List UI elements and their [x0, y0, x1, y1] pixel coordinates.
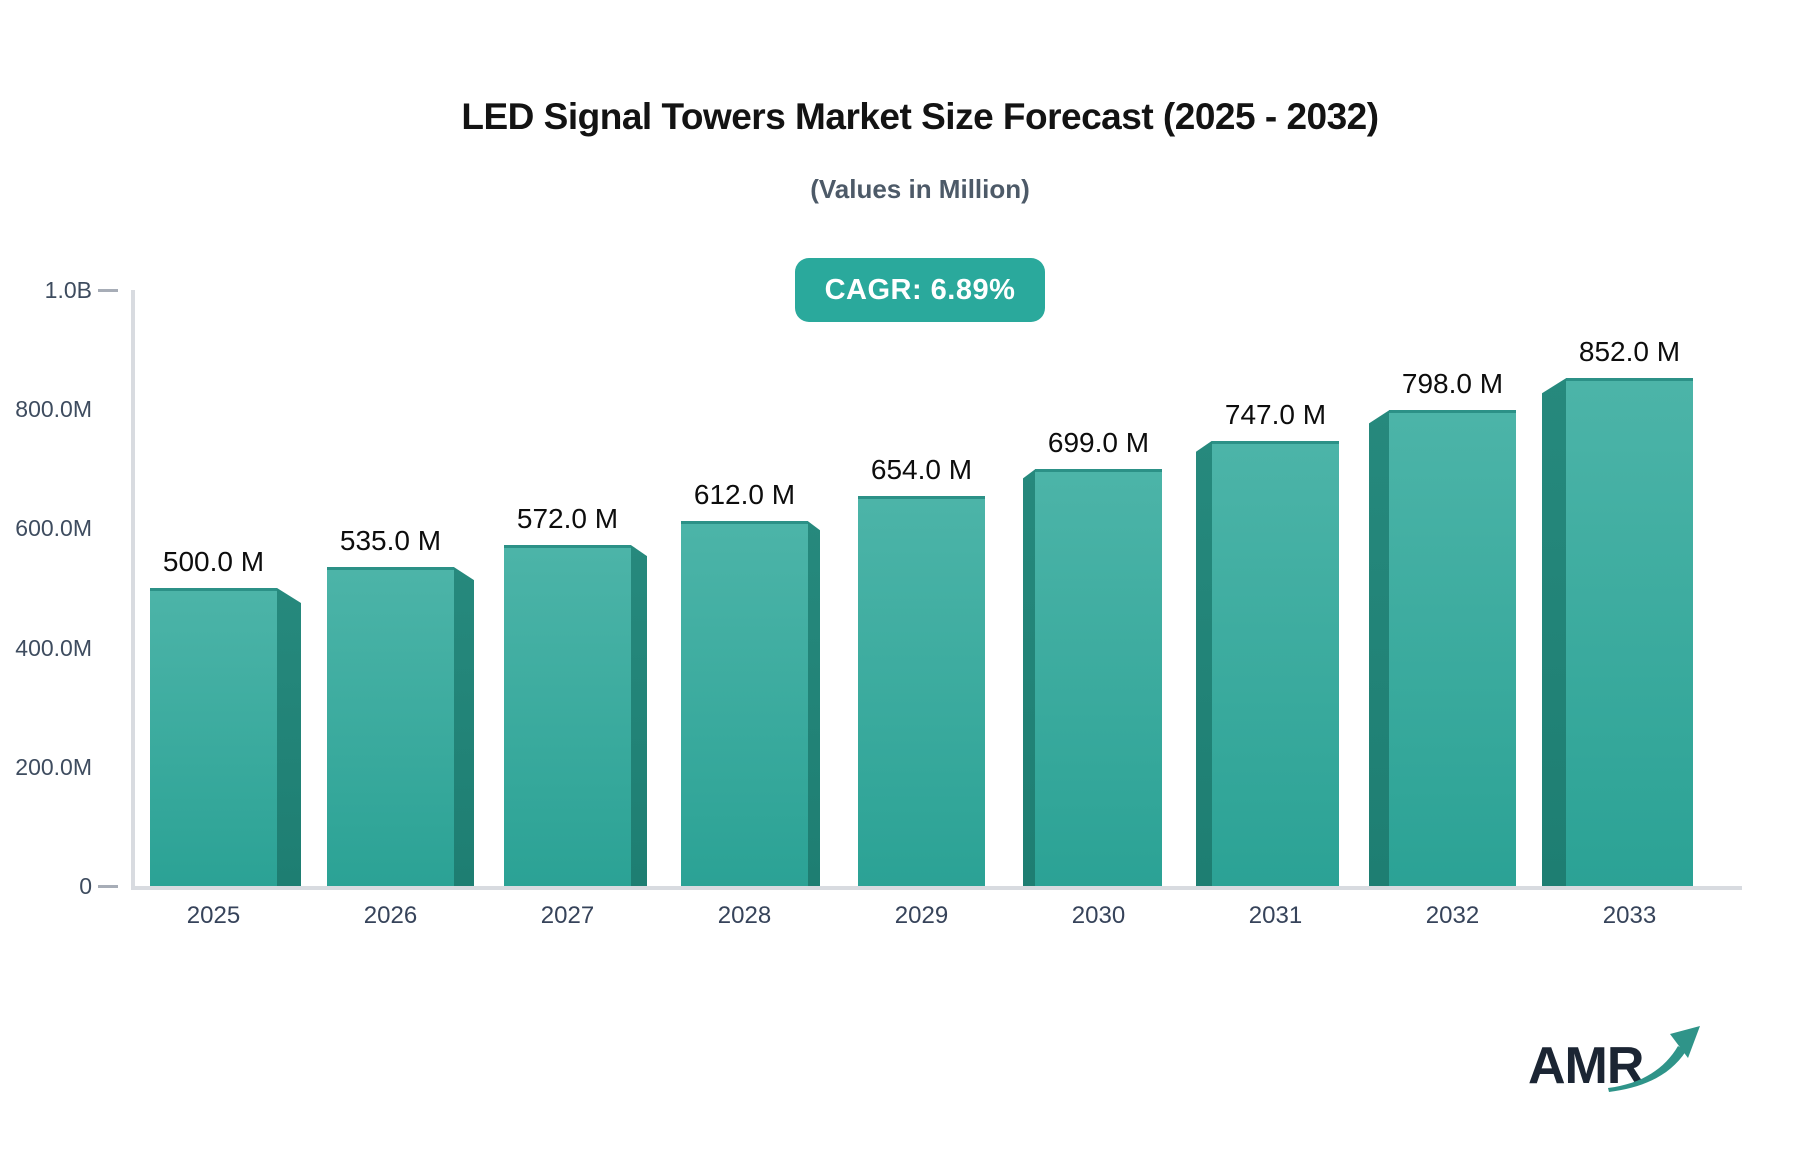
- x-axis-label-2027: 2027: [540, 902, 595, 929]
- bar-2033: [1566, 378, 1693, 886]
- y-tick-label-800.0M: 800.0M: [15, 396, 92, 423]
- bar-side-2033: [1542, 378, 1566, 886]
- bar-value-label-2028: 612.0 M: [693, 479, 796, 511]
- x-axis-line: [131, 886, 1742, 890]
- bar-side-2030: [1023, 469, 1035, 886]
- bar-value-label-2031: 747.0 M: [1224, 398, 1327, 430]
- cagr-badge: CAGR: 6.89%: [794, 258, 1046, 322]
- bar-2028: [681, 521, 808, 886]
- bar-side-2025: [277, 588, 301, 886]
- y-tick-0: [98, 885, 118, 888]
- x-axis-label-2033: 2033: [1602, 902, 1657, 929]
- cagr-badge-row: CAGR: 6.89%: [40, 258, 1800, 322]
- x-axis-label-2025: 2025: [186, 902, 241, 929]
- bar-value-label-2029: 654.0 M: [870, 454, 973, 486]
- x-axis-label-2028: 2028: [717, 902, 772, 929]
- bar-value-label-2025: 500.0 M: [162, 546, 265, 577]
- bar-side-2026: [454, 567, 474, 886]
- bar-value-label-2026: 535.0 M: [339, 525, 442, 557]
- x-axis-label-2030: 2030: [1071, 902, 1126, 929]
- y-axis-line: [131, 290, 135, 890]
- chart-subtitle: (Values in Million): [810, 174, 1030, 204]
- bar-2027: [504, 545, 631, 886]
- bar-value-label-2027: 572.0 M: [516, 503, 619, 535]
- y-tick-label-0: 0: [79, 873, 92, 899]
- growth-arrow-icon: [1608, 1026, 1700, 1092]
- bar-2026: [327, 567, 454, 886]
- bar-value-label-2033: 852.0 M: [1578, 336, 1681, 368]
- chart-title: LED Signal Towers Market Size Forecast (…: [461, 96, 1379, 137]
- y-tick-label-400.0M: 400.0M: [15, 634, 92, 661]
- y-tick-label-600.0M: 600.0M: [15, 515, 92, 542]
- bar-2029: [858, 496, 985, 886]
- y-tick-label-1.0B: 1.0B: [44, 277, 92, 303]
- bar-side-2028: [808, 521, 820, 886]
- bar-2032: [1389, 410, 1516, 886]
- bar-side-2032: [1369, 410, 1389, 886]
- x-axis-label-2032: 2032: [1425, 902, 1480, 929]
- x-axis-label-2029: 2029: [894, 902, 949, 929]
- bar-side-2027: [631, 545, 647, 886]
- bar-value-label-2032: 798.0 M: [1401, 368, 1504, 400]
- x-axis-label-2026: 2026: [363, 902, 418, 929]
- x-axis-label-2031: 2031: [1248, 902, 1303, 929]
- bar-side-2031: [1196, 440, 1212, 886]
- y-tick-1.0B: [98, 289, 118, 292]
- bar-2025: [150, 588, 277, 886]
- amr-logo: AMR: [1528, 1026, 1718, 1120]
- bar-2031: [1212, 440, 1339, 886]
- y-tick-label-200.0M: 200.0M: [15, 753, 92, 780]
- bar-2030: [1035, 469, 1162, 886]
- bar-value-label-2030: 699.0 M: [1047, 427, 1150, 459]
